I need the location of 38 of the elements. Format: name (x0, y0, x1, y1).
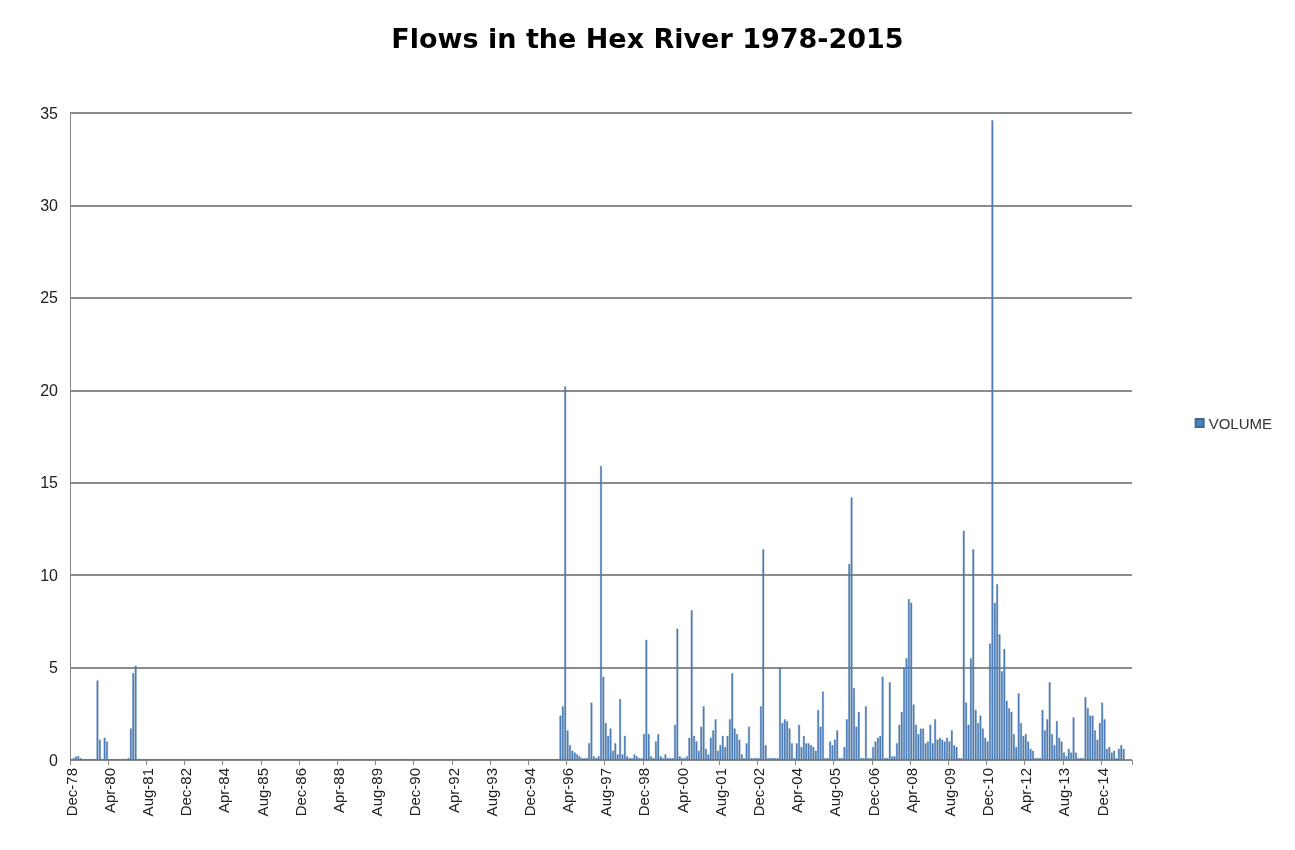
x-tick-label: Dec-78 (62, 768, 80, 817)
x-tick-label: Aug-05 (826, 768, 844, 817)
x-tick-label: Dec-82 (177, 768, 195, 817)
x-tick-label: Aug-85 (253, 768, 271, 817)
x-tick-label: Apr-00 (673, 768, 691, 814)
x-tick-label: Apr-92 (444, 768, 462, 814)
chart-title: Flows in the Hex River 1978-2015 (391, 23, 904, 54)
y-tick-label: 25 (40, 289, 59, 307)
y-tick-label: 0 (49, 751, 59, 769)
x-tick-label: Apr-08 (902, 768, 920, 814)
x-tick-label: Apr-84 (215, 768, 233, 814)
x-tick-label: Dec-94 (520, 768, 538, 817)
x-tick-label: Apr-96 (559, 768, 577, 814)
y-tick-label: 30 (40, 196, 59, 214)
x-tick-label: Apr-04 (788, 768, 806, 814)
x-tick-label: Aug-81 (139, 768, 157, 817)
x-tick-label: Aug-93 (482, 768, 500, 817)
y-tick-label: 20 (40, 381, 59, 399)
x-tick-label: Aug-13 (1055, 768, 1073, 817)
x-tick-label: Apr-80 (100, 768, 118, 814)
legend-label: VOLUME (1208, 414, 1273, 432)
x-tick-label: Dec-14 (1093, 768, 1111, 817)
x-tick-label: Aug-97 (597, 768, 615, 817)
x-tick-label: Apr-12 (1017, 768, 1035, 814)
x-tick-label: Apr-88 (329, 768, 347, 814)
y-tick-label: 5 (49, 659, 59, 677)
x-tick-label: Dec-86 (291, 768, 309, 817)
x-tick-label: Aug-01 (711, 768, 729, 817)
x-tick-label: Aug-89 (368, 768, 386, 817)
x-tick-label: Aug-09 (940, 768, 958, 817)
y-tick-label: 35 (40, 104, 59, 122)
x-tick-label: Dec-98 (635, 768, 653, 817)
x-tick-label: Dec-10 (979, 768, 997, 817)
x-tick-label: Dec-90 (406, 768, 424, 817)
y-tick-label: 15 (40, 474, 59, 492)
x-tick-label: Dec-06 (864, 768, 882, 817)
y-tick-label: 10 (40, 566, 59, 584)
x-tick-label: Dec-02 (750, 768, 768, 817)
